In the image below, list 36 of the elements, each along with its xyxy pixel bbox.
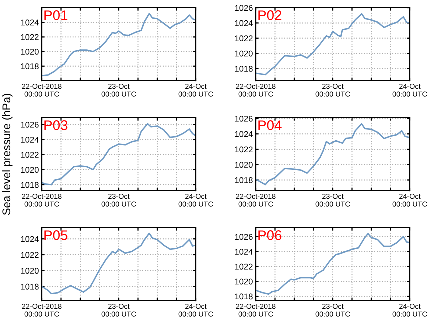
y-tick-label: 1022 — [21, 252, 39, 258]
y-tick-label: 1018 — [235, 294, 253, 300]
y-tick-label: 1026 — [235, 116, 253, 122]
y-axis-title: Sea level pressure (hPa) — [2, 94, 13, 216]
y-tick-label: 1020 — [235, 50, 253, 57]
y-tick-label: 1018 — [235, 66, 253, 72]
y-tick-label: 1018 — [235, 177, 253, 184]
y-tick-label: 1018 — [21, 64, 39, 70]
y-tick-label: 1020 — [21, 268, 39, 274]
y-tick-label: 1018 — [21, 284, 39, 290]
y-tick-label: 1022 — [235, 264, 253, 270]
y-tick-label: 1024 — [21, 137, 39, 143]
y-tick-label: 1024 — [21, 236, 39, 242]
y-tick-label: 1022 — [21, 152, 39, 158]
y-tick-label: 1022 — [21, 34, 39, 40]
y-tick-label: 1020 — [21, 167, 39, 174]
line-series — [42, 232, 196, 295]
y-tick-label: 1020 — [21, 49, 39, 55]
chart-title: P02 — [258, 10, 282, 20]
y-tick-label: 1022 — [235, 36, 253, 42]
y-tick-label: 1024 — [235, 131, 253, 138]
chart-title: P03 — [44, 120, 68, 130]
y-tick-label: 1026 — [235, 234, 253, 240]
y-tick-label: 1026 — [21, 122, 39, 128]
y-tick-label: 1018 — [21, 182, 39, 188]
y-tick-label: 1022 — [235, 146, 253, 153]
y-tick-label: 1026 — [235, 5, 253, 12]
chart-title: P06 — [258, 230, 282, 240]
chart-title: P04 — [258, 120, 282, 130]
y-tick-label: 1024 — [235, 249, 253, 255]
chart-title: P01 — [44, 10, 68, 20]
chart-title: P05 — [44, 230, 68, 240]
y-tick-label: 1020 — [235, 278, 253, 285]
y-tick-label: 1024 — [235, 20, 253, 26]
y-tick-label: 1024 — [21, 20, 39, 26]
y-tick-label: 1020 — [235, 162, 253, 168]
